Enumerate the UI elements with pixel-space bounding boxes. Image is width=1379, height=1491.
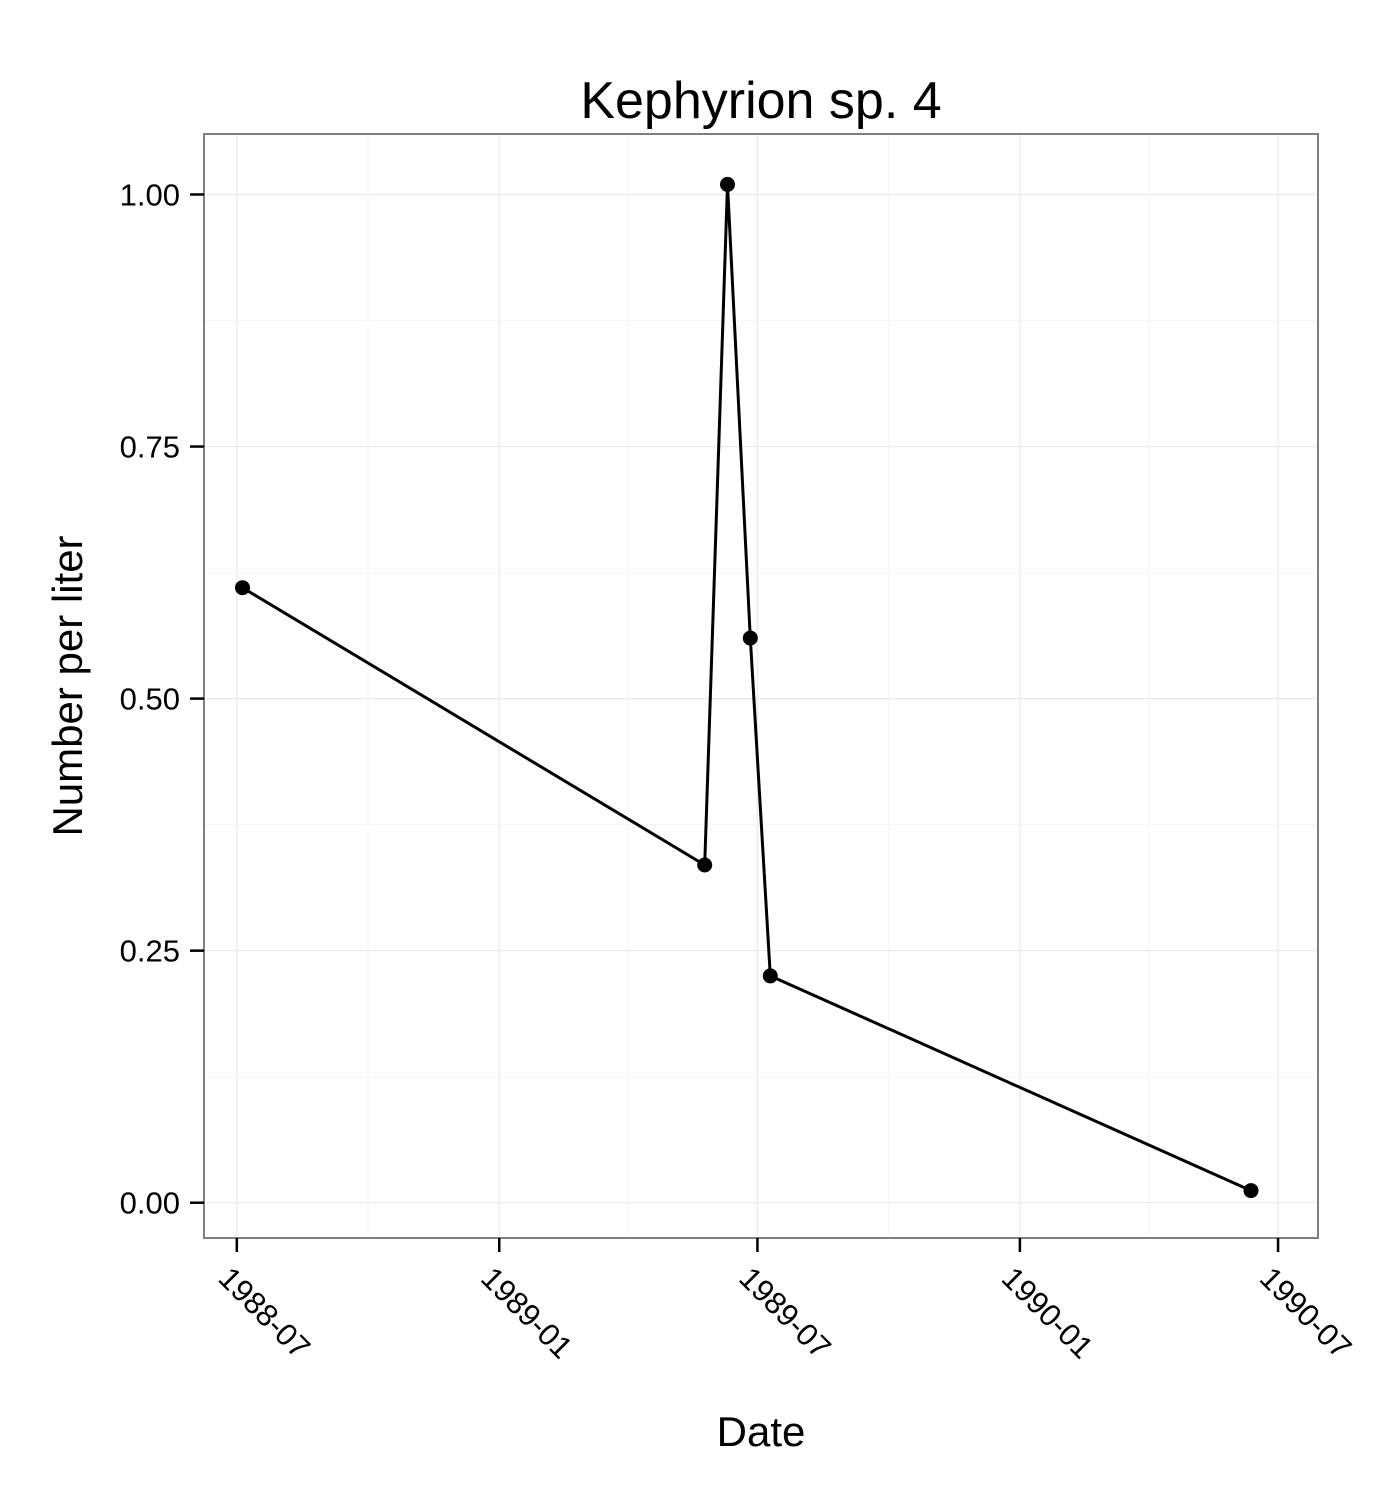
y-tick-label: 0.75	[120, 430, 180, 465]
series-line	[241, 182, 1252, 1192]
data-point	[742, 630, 758, 646]
y-axis: 0.00 0.25 0.50 0.75 1.00	[120, 177, 204, 1221]
x-axis-title: Date	[717, 1408, 806, 1455]
chart-title: Kephyrion sp. 4	[580, 72, 941, 130]
y-tick-label: 0.50	[120, 682, 180, 717]
series-layer	[235, 176, 1259, 1199]
y-tick-label: 0.00	[120, 1186, 180, 1221]
y-tick-label: 0.25	[120, 934, 180, 969]
major-grid	[204, 134, 1318, 1238]
data-point	[762, 968, 778, 984]
data-point	[1243, 1183, 1259, 1199]
data-point	[697, 857, 713, 873]
y-axis-title: Number per liter	[44, 535, 91, 836]
data-point	[235, 580, 250, 596]
y-tick-label: 1.00	[120, 177, 180, 212]
plot-panel-border	[203, 133, 1319, 1239]
data-point	[720, 176, 735, 192]
